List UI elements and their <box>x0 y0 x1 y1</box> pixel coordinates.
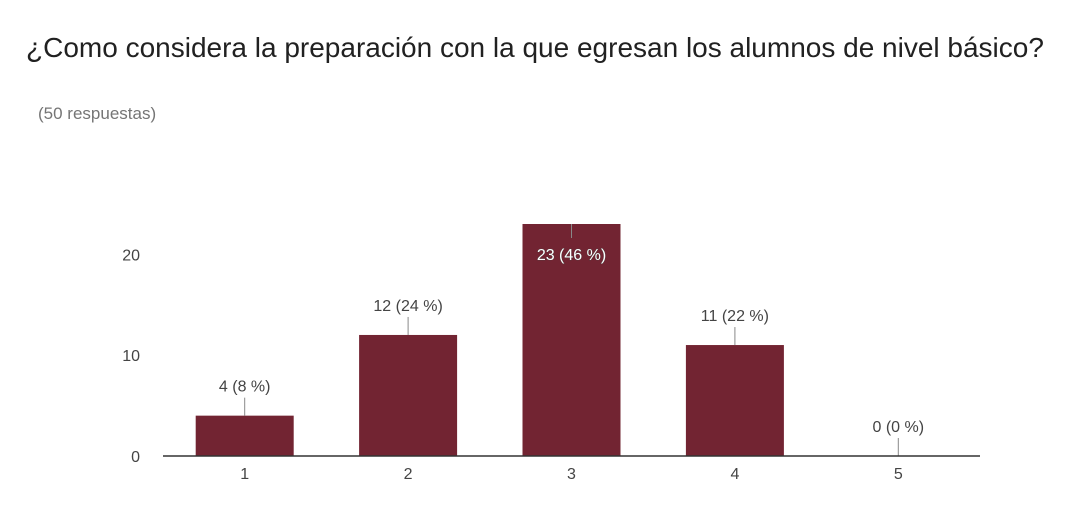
bar-1 <box>195 415 294 456</box>
data-label-2: 12 (24 %) <box>373 298 442 315</box>
data-label-3: 23 (46 %) <box>537 247 606 264</box>
x-tick-label: 4 <box>730 466 739 483</box>
x-tick-label: 3 <box>567 466 576 483</box>
bar-4 <box>685 345 784 456</box>
y-tick-label: 20 <box>122 247 140 264</box>
x-tick-label: 5 <box>894 466 903 483</box>
x-tick-label: 2 <box>404 466 413 483</box>
x-tick-label: 1 <box>240 466 249 483</box>
data-label-4: 11 (22 %) <box>701 308 769 325</box>
y-tick-label: 10 <box>122 348 140 365</box>
bar-2 <box>359 334 458 456</box>
chart-title: ¿Como considera la preparación con la qu… <box>26 32 1044 63</box>
data-label-1: 4 (8 %) <box>219 379 271 396</box>
y-tick-label: 0 <box>131 449 140 466</box>
response-count: (50 respuestas) <box>38 104 157 123</box>
data-label-5: 0 (0 %) <box>873 419 925 436</box>
bar-3 <box>522 224 621 456</box>
